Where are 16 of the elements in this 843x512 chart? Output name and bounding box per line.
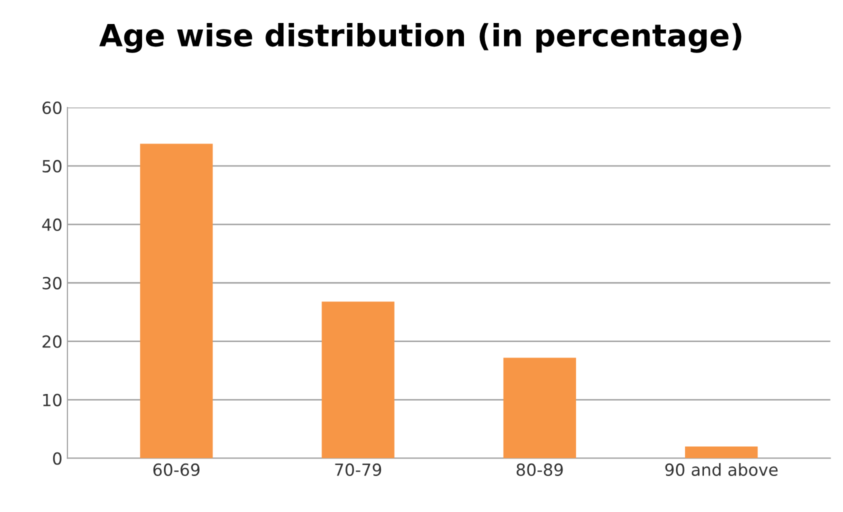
y-tick-label: 10 [43, 394, 62, 406]
x-tick-label: 90 and above [665, 463, 778, 476]
y-tick-label: 50 [42, 160, 62, 173]
y-tick-label: 30 [42, 276, 62, 290]
chart-title: Age wise distribution (in percentage) [99, 23, 742, 53]
x-tick-label: 60-69 [153, 463, 200, 476]
bar [140, 144, 213, 458]
y-tick-label: 20 [42, 335, 62, 348]
x-tick-label: 70-79 [335, 463, 382, 476]
bar [685, 446, 758, 458]
bar [503, 358, 576, 458]
y-tick-label: 40 [42, 218, 62, 231]
bar [322, 302, 394, 458]
x-tick-label: 80-89 [516, 463, 563, 476]
y-tick-label: 0 [53, 452, 62, 465]
y-tick-label: 60 [42, 101, 62, 114]
